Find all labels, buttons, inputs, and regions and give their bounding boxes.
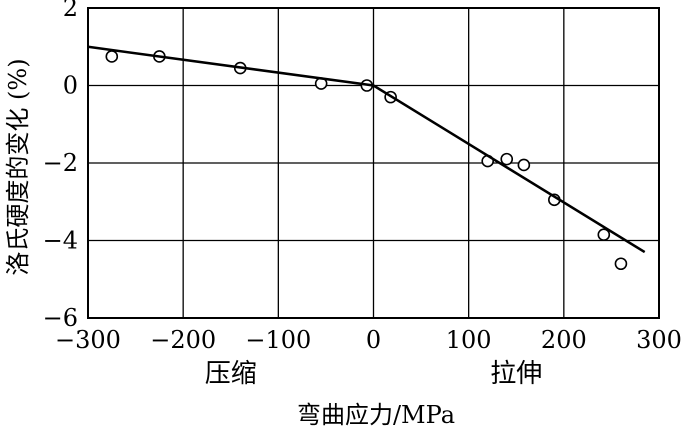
y-tick-label: 2 bbox=[63, 0, 78, 22]
x-tick-label: 0 bbox=[366, 326, 381, 354]
x-tick-label: 300 bbox=[636, 326, 682, 354]
region-annotation: 拉伸 bbox=[490, 359, 542, 389]
fit-line bbox=[87, 45, 646, 254]
y-tick-label: 0 bbox=[63, 72, 78, 100]
data-point bbox=[500, 152, 514, 166]
data-point bbox=[597, 228, 611, 241]
annotations: 压缩 拉伸 bbox=[205, 359, 543, 389]
data-point bbox=[105, 50, 119, 63]
y-axis-label: 洛氏硬度的变化 (%) bbox=[4, 58, 32, 275]
y-tick-label: −6 bbox=[43, 304, 78, 332]
x-axis-label: 弯曲应力/MPa bbox=[297, 401, 455, 429]
y-tick-label: −2 bbox=[43, 149, 78, 177]
x-tick-label: −100 bbox=[245, 326, 311, 354]
plot-frame bbox=[87, 7, 660, 319]
x-tick-label: −300 bbox=[55, 326, 121, 354]
x-tick-label: 200 bbox=[541, 326, 587, 354]
axis-ticks: −300 −200 −100 0 100 200 300 −6 −4 −2 0 2 bbox=[43, 0, 682, 354]
grid bbox=[88, 8, 659, 318]
data-point bbox=[517, 158, 531, 172]
data-series bbox=[87, 45, 646, 271]
x-tick-label: 100 bbox=[446, 326, 492, 354]
y-tick-label: −4 bbox=[43, 227, 78, 255]
x-tick-label: −200 bbox=[150, 326, 216, 354]
region-annotation: 压缩 bbox=[205, 359, 257, 389]
data-point bbox=[614, 257, 628, 271]
